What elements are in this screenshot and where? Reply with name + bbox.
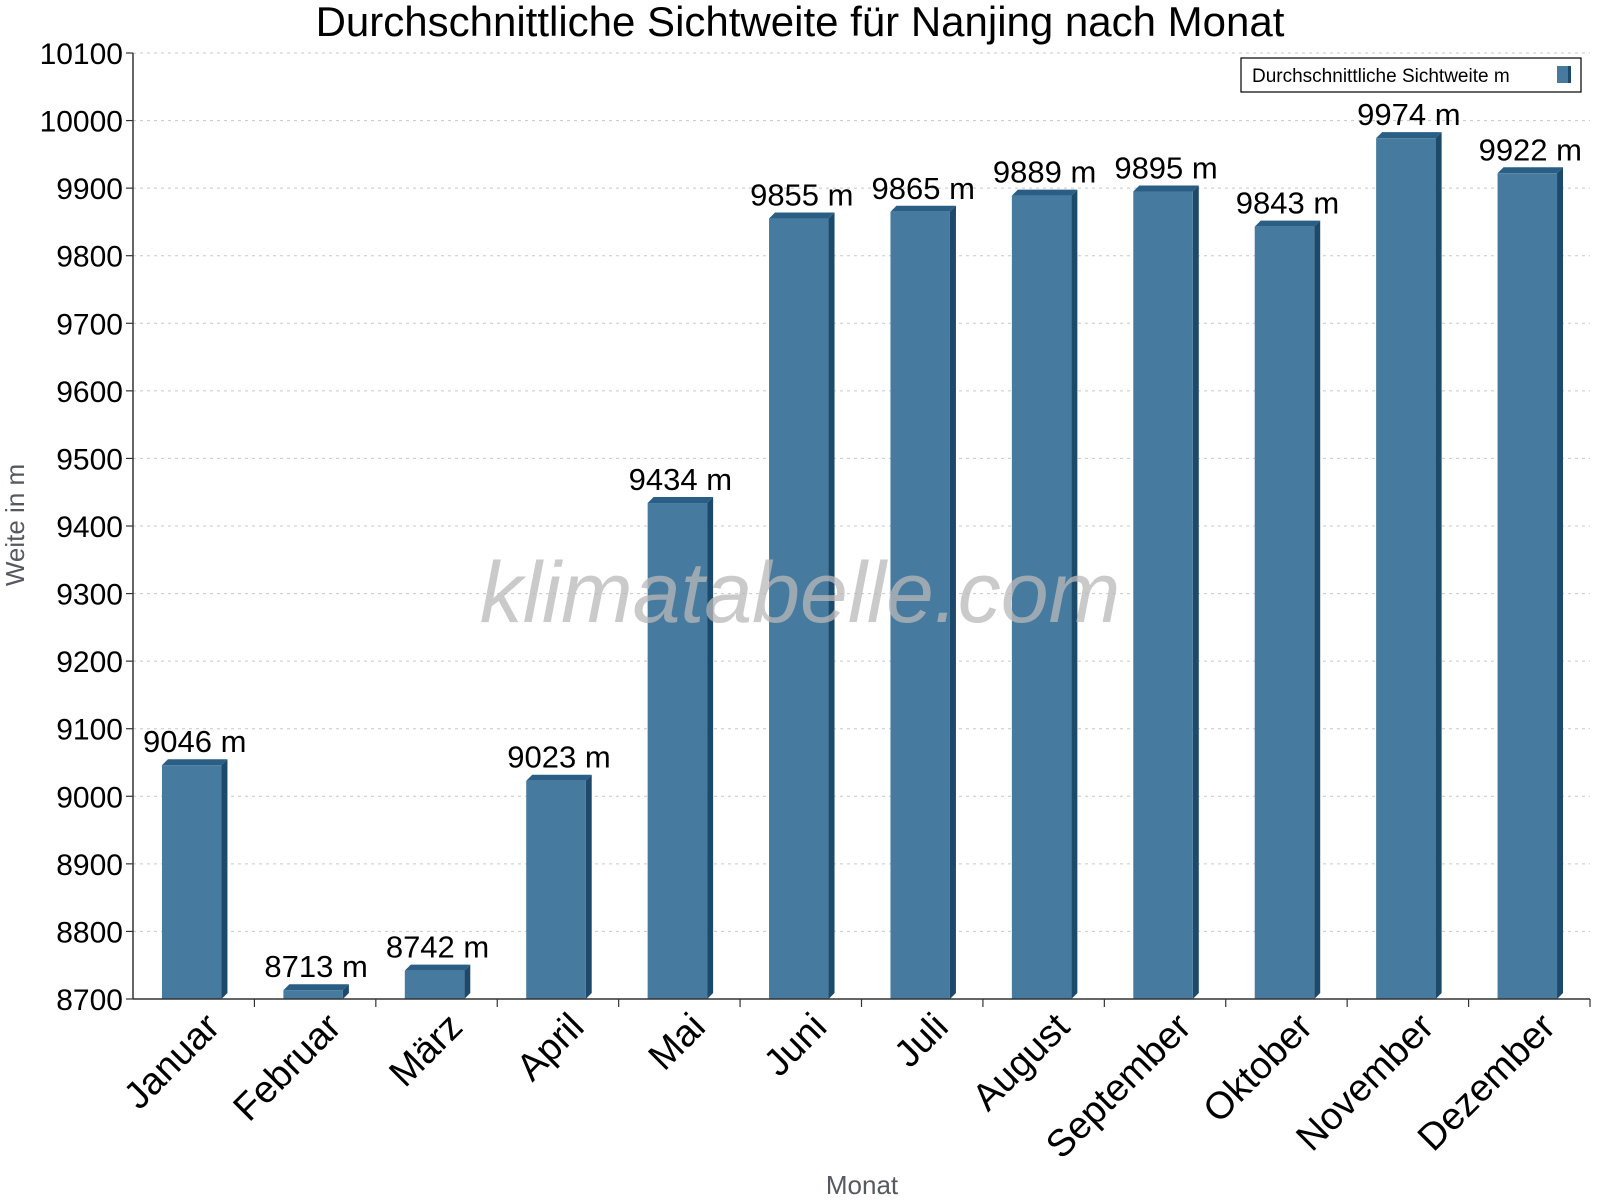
x-tick-label: Juni — [756, 1006, 835, 1085]
bar-top — [1254, 220, 1321, 227]
x-tick-label: Oktober — [1196, 1005, 1322, 1131]
bar-side — [1192, 185, 1199, 999]
bar-value-label: 9434 m — [629, 462, 732, 497]
watermark: klimatabelle.com — [480, 545, 1120, 641]
bar-value-label: 8713 m — [264, 949, 367, 984]
legend-series-label: Durchschnittliche Sichtweite m — [1252, 66, 1510, 87]
y-tick-label: 9600 — [56, 376, 123, 409]
y-tick-label: 9500 — [56, 443, 123, 476]
bar-side — [949, 205, 956, 1000]
bar — [1376, 132, 1442, 999]
y-tick-label: 10000 — [40, 106, 123, 139]
bar-value-label: 9843 m — [1236, 186, 1339, 221]
bar-side — [707, 497, 714, 999]
legend-box — [1240, 57, 1582, 93]
x-axis-label: Monat — [826, 1170, 899, 1200]
bar-side — [1071, 189, 1078, 1000]
y-tick-label: 9900 — [56, 173, 123, 206]
x-tick-label: Februar — [226, 1005, 350, 1129]
bar-side — [464, 964, 471, 999]
legend-swatch — [1557, 66, 1571, 83]
bar — [647, 497, 714, 999]
bar-top — [769, 212, 835, 219]
bar-side — [585, 774, 592, 999]
bar-front — [1376, 138, 1436, 999]
bar-value-label: 9865 m — [872, 171, 975, 206]
bar-top — [1376, 132, 1442, 139]
y-tick-label: 9200 — [56, 646, 123, 679]
legend: Durchschnittliche Sichtweite m — [1240, 57, 1582, 93]
bar-top — [283, 984, 349, 991]
bar-front — [404, 970, 465, 999]
y-tick-label: 9100 — [56, 714, 123, 747]
y-tick-label: 10100 — [40, 38, 123, 71]
y-tick-label: 9800 — [56, 241, 123, 274]
bar — [283, 984, 349, 999]
bar — [1497, 167, 1564, 999]
bar — [161, 759, 228, 999]
y-tick-label: 8800 — [56, 916, 123, 949]
bar-top — [526, 774, 592, 781]
bar-value-label: 9974 m — [1357, 97, 1460, 132]
bar-front — [769, 218, 829, 1000]
bar-side — [828, 212, 835, 1000]
bar-side — [1557, 167, 1564, 999]
bar-top — [1133, 185, 1199, 192]
bar-top — [404, 964, 471, 971]
bar-front — [647, 503, 708, 999]
x-tick-label: Mai — [641, 1006, 714, 1079]
bar — [526, 774, 592, 999]
bar-top — [161, 759, 228, 766]
bar-value-label: 9889 m — [993, 155, 1096, 190]
y-axis: 8700 8800 8900 9000 9100 9200 9300 9400 9500 9600… — [40, 38, 134, 1017]
x-tick-label: August — [965, 1005, 1079, 1119]
bar-front — [1011, 195, 1072, 1000]
y-tick-label: 8900 — [56, 849, 123, 882]
value-labels: 9046 m 8713 m 8742 m 9023 m 9434 m 9855 m 9865… — [143, 97, 1582, 984]
bar-top — [890, 205, 956, 212]
gridlines — [133, 52, 1590, 932]
y-axis-label: Weite in m — [0, 464, 30, 586]
x-tick-label: Juli — [887, 1006, 957, 1076]
bar-top — [1497, 167, 1564, 174]
y-tick-label: 9300 — [56, 579, 123, 612]
bar-front — [1254, 226, 1315, 999]
bar-value-label: 9855 m — [750, 178, 853, 213]
bar-top — [1011, 189, 1078, 196]
bar-front — [526, 780, 586, 999]
bars — [161, 132, 1564, 1000]
bar-top — [647, 497, 714, 504]
y-tick-label: 9400 — [56, 511, 123, 544]
bar-side — [1314, 220, 1321, 999]
bar-side — [342, 984, 349, 999]
x-tick-label: März — [381, 1006, 470, 1095]
bar-value-label: 9895 m — [1114, 151, 1217, 186]
bar-front — [161, 765, 222, 999]
bar-front — [1497, 173, 1558, 999]
bar-side — [221, 759, 228, 999]
bar-value-label: 9922 m — [1479, 132, 1582, 167]
bar — [404, 964, 471, 999]
bar-front — [1133, 191, 1193, 999]
bar — [769, 212, 835, 1000]
bar-front — [283, 990, 343, 999]
x-tick-label: Januar — [116, 1005, 228, 1117]
bar-front — [890, 211, 950, 1000]
bar — [890, 205, 956, 1000]
chart-title: Durchschnittliche Sichtweite für Nanjing… — [316, 0, 1285, 45]
bar-side — [1435, 132, 1442, 999]
y-tick-label: 9700 — [56, 308, 123, 341]
bar — [1133, 185, 1199, 999]
x-tick-label: April — [509, 1006, 592, 1089]
y-tick-label: 8700 — [56, 984, 123, 1017]
y-tick-label: 9000 — [56, 781, 123, 814]
bar — [1254, 220, 1321, 999]
bar-value-label: 8742 m — [386, 930, 489, 965]
bar-value-label: 9023 m — [507, 740, 610, 775]
bar-value-label: 9046 m — [143, 724, 246, 759]
bar — [1011, 189, 1078, 1000]
